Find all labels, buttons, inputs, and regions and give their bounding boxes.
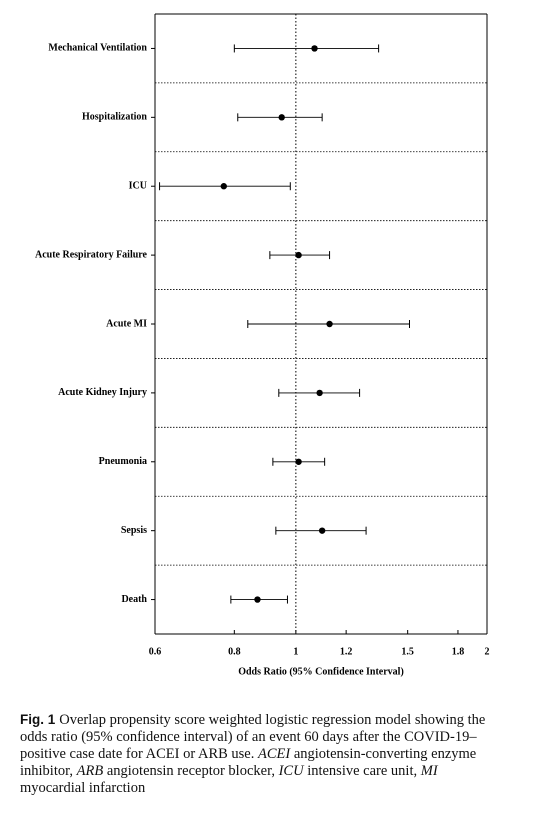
point-estimate [295, 458, 302, 465]
x-axis-title: Odds Ratio (95% Confidence Interval) [238, 666, 404, 677]
point-estimate [254, 596, 261, 603]
y-tick-label: ICU [129, 181, 147, 192]
y-tick-label: Acute Respiratory Failure [35, 249, 148, 260]
y-tick-label: Mechanical Ventilation [48, 43, 147, 54]
chart: Odds Ratio (95% Confidence Interval) 0.6… [35, 13, 490, 677]
x-tick-label: 1.5 [401, 646, 414, 657]
point-estimate [318, 527, 326, 534]
caption-text: Overlap propensity score weighted logist… [20, 712, 486, 762]
y-tick-label: Hospitalization [82, 112, 147, 123]
caption-text: intensive care unit, [303, 763, 421, 779]
caption-text: myocardial infarction [20, 780, 146, 796]
point-estimate [326, 320, 333, 328]
caption-label: Fig. 1 [20, 712, 56, 727]
point-estimate [295, 251, 302, 259]
caption-abbrev: ACEI [258, 746, 291, 762]
caption: Fig. 1 Overlap propensity score weighted … [20, 711, 500, 797]
caption-text: angiotensin receptor blocker, [103, 763, 279, 779]
x-tick-label: 1.8 [452, 646, 465, 657]
caption-text: angiotensin-converting enzyme inhibitor, [20, 746, 477, 779]
x-tick-label: 0.8 [228, 646, 241, 657]
x-tick-label: 0.6 [149, 646, 162, 657]
y-tick-label: Acute MI [106, 318, 147, 329]
caption-abbrev: ARB [76, 763, 104, 779]
x-tick-label: 2 [485, 646, 490, 657]
caption-abbrev: ICU [278, 763, 304, 779]
x-tick-label: 1 [293, 646, 298, 657]
y-tick-label: Sepsis [121, 525, 147, 536]
caption-abbrev: MI [420, 763, 438, 779]
point-estimate [316, 389, 323, 397]
point-estimate [220, 183, 227, 190]
y-tick-label: Acute Kidney Injury [58, 387, 147, 398]
y-tick-label: Pneumonia [99, 456, 147, 467]
x-tick-label: 1.2 [340, 646, 353, 657]
y-tick-label: Death [121, 594, 147, 605]
point-estimate [311, 45, 318, 52]
point-estimate [278, 114, 285, 121]
